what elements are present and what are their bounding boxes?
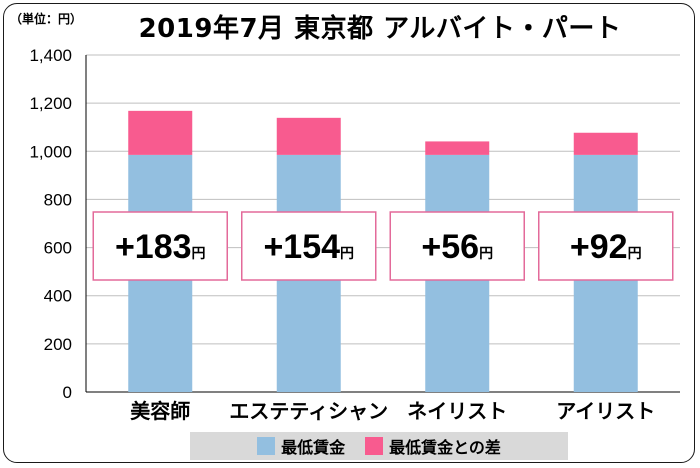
y-tick-label: 600 (44, 239, 72, 258)
y-tick-label: 1,400 (29, 46, 72, 65)
chart-title: 2019年7月 東京都 アルバイト・パート (138, 14, 622, 44)
data-callout-box (92, 211, 228, 281)
x-tick-label: アイリスト (556, 399, 655, 423)
bar-diff (425, 141, 490, 155)
data-label: +183円 (115, 228, 206, 266)
bar-diff (128, 110, 193, 155)
data-label: +92円 (570, 228, 642, 266)
y-tick-label: 400 (44, 287, 72, 306)
y-tick-label: 800 (44, 190, 72, 209)
y-tick-label: 1,200 (29, 94, 72, 113)
unit-label: （単位：円） (10, 12, 83, 26)
legend-swatch-min-wage (257, 437, 276, 455)
data-callout-box (538, 211, 674, 281)
legend-item-diff: 最低賃金との差 (365, 434, 501, 458)
x-tick-label: ネイリスト (407, 399, 507, 423)
legend-item-min-wage: 最低賃金 (257, 434, 345, 458)
y-tick-label: 0 (63, 383, 72, 402)
legend-label-diff: 最低賃金との差 (389, 438, 501, 457)
bar-diff (276, 117, 341, 155)
legend-swatch-diff (365, 437, 384, 455)
data-label: +154円 (263, 228, 354, 266)
legend-label-min-wage: 最低賃金 (281, 438, 346, 457)
data-callout-box (389, 211, 525, 281)
data-label: +56円 (421, 228, 493, 266)
x-tick-label: 美容師 (130, 399, 190, 423)
y-tick-label: 1,000 (29, 142, 72, 161)
x-tick-label: エステティシャン (229, 399, 388, 423)
data-callout-box (241, 211, 377, 281)
bar-diff (573, 132, 638, 155)
y-tick-label: 200 (44, 335, 72, 354)
legend: 最低賃金 最低賃金との差 (190, 432, 568, 460)
